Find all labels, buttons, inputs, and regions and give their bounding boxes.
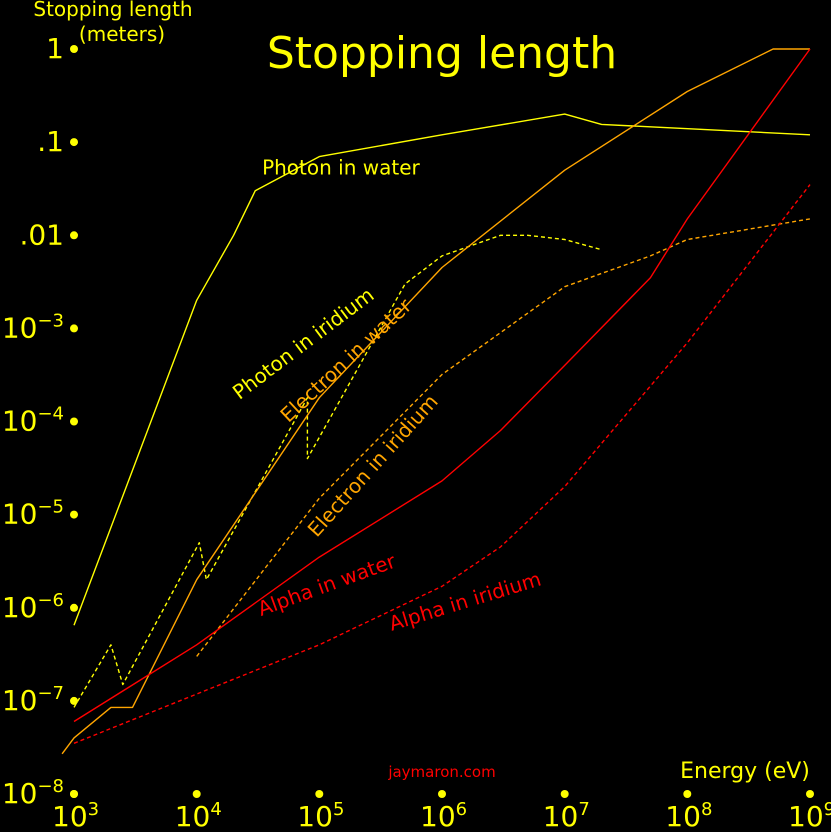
y-tick-label: 10−4 — [2, 404, 64, 438]
y-tick-dot — [70, 603, 78, 612]
x-axis-ticks: 103 104 105 106 107 108 109 — [52, 790, 831, 832]
y-axis-label-line2: (meters) — [79, 22, 165, 46]
y-tick-label: 10−7 — [2, 683, 64, 717]
x-tick-dot — [70, 790, 78, 798]
y-tick-dot — [70, 45, 78, 53]
y-tick-dot — [70, 696, 78, 705]
watermark-label: jaymaron.com — [387, 763, 495, 781]
series-line-electron-in-iridium — [196, 218, 811, 657]
series-label-photon-in-water: Photon in water — [262, 155, 420, 179]
x-tick-dot — [315, 790, 324, 798]
x-tick-label: 103 — [52, 799, 99, 832]
series-line-alpha-in-iridium — [73, 184, 811, 744]
y-tick-label: 10−5 — [2, 497, 64, 531]
series-line-photon-in-iridium — [73, 234, 602, 708]
x-tick-label: 109 — [788, 799, 831, 832]
y-axis-label-line1: Stopping length — [33, 0, 192, 21]
x-tick-dot — [683, 790, 692, 798]
series-line-photon-in-water — [73, 113, 811, 626]
y-tick-dot — [70, 231, 78, 240]
y-tick-dot — [70, 324, 78, 333]
series-line-alpha-in-water — [73, 48, 811, 723]
x-tick-dot — [438, 790, 446, 798]
y-tick-dot — [70, 417, 78, 426]
y-tick-label: 10−3 — [2, 310, 64, 344]
y-tick-dot — [70, 138, 78, 147]
x-tick-dot — [806, 790, 814, 798]
x-tick-label: 108 — [665, 799, 712, 832]
x-axis-label: Energy (eV) — [680, 759, 810, 784]
x-tick-label: 106 — [420, 799, 467, 832]
y-tick-dot — [70, 510, 78, 519]
x-tick-label: 104 — [175, 799, 222, 832]
y-tick-label: 10−8 — [2, 776, 64, 810]
y-axis-ticks: 1 .1 .01 10−3 10−4 10−5 10−6 10−7 10−8 — [2, 32, 78, 810]
x-tick-dot — [192, 790, 201, 798]
series-line-electron-in-water — [61, 48, 810, 755]
x-tick-dot — [560, 790, 569, 798]
series-layer — [61, 48, 811, 755]
x-tick-label: 107 — [543, 799, 590, 832]
x-tick-label: 105 — [297, 799, 344, 832]
y-tick-label: 10−6 — [2, 590, 64, 624]
chart-title: Stopping length — [267, 28, 617, 79]
y-tick-label: .01 — [19, 218, 64, 251]
y-tick-label: 1 — [46, 32, 64, 65]
y-tick-label: .1 — [37, 125, 64, 158]
